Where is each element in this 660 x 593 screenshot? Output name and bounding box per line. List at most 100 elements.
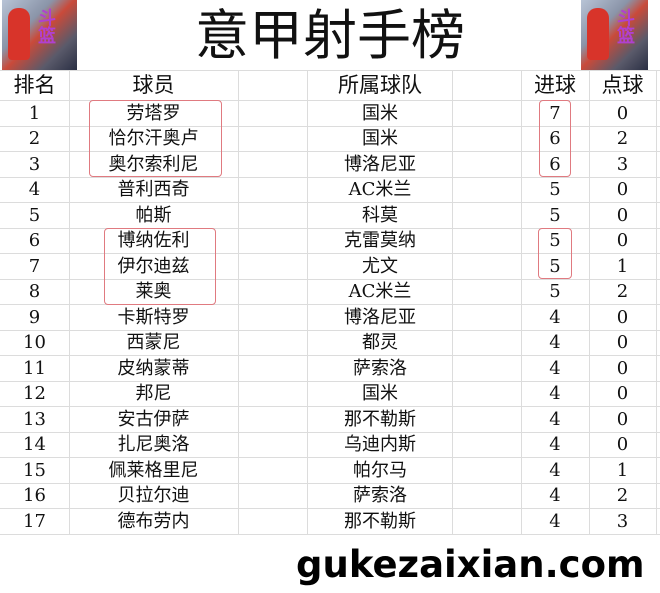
cell-player: 帕斯: [135, 204, 172, 226]
cell-team: AC米兰: [348, 179, 412, 200]
cell-player: 扎尼奥洛: [117, 434, 190, 455]
watermark: gukezaixian.com: [296, 543, 645, 586]
cell-player: 卡斯特罗: [117, 306, 190, 328]
cell-team: 国米: [362, 383, 398, 404]
cell-player: 博纳佐利: [117, 230, 190, 251]
cell-rank: 7: [28, 255, 41, 277]
highlight-box-top3-players: [89, 100, 222, 177]
grid-vline: [307, 70, 308, 534]
grid-hline: [0, 202, 660, 203]
grid-vline: [69, 70, 70, 534]
cell-player: 劳塔罗: [126, 102, 181, 124]
page-title: 意甲射手榜: [80, 0, 580, 70]
cell-penalties: 0: [616, 306, 629, 328]
cell-goals: 5: [549, 230, 561, 251]
grid-hline: [0, 508, 660, 509]
cell-goals: 4: [549, 357, 561, 379]
grid-hline: [0, 329, 660, 331]
cell-player: 皮纳蒙蒂: [117, 357, 190, 379]
cell-goals: 4: [549, 306, 561, 328]
cell-team: 国米: [362, 102, 398, 124]
cell-rank: 12: [23, 383, 46, 404]
cell-team: 尤文: [362, 255, 398, 277]
cell-goals: 5: [549, 179, 561, 200]
cell-rank: 13: [23, 408, 46, 430]
cell-rank: 9: [28, 306, 41, 328]
cell-player: 佩莱格里尼: [108, 459, 199, 481]
cell-rank: 8: [28, 281, 41, 302]
grid-hline: [0, 482, 660, 484]
cell-goals: 4: [549, 408, 561, 430]
grid-hline: [0, 278, 660, 280]
cell-player: 普利西奇: [117, 179, 190, 200]
cell-penalties: 0: [616, 179, 629, 200]
cell-penalties: 3: [616, 153, 629, 175]
cell-player: 邦尼: [135, 383, 172, 404]
grid-hline: [0, 176, 660, 178]
cell-team: 都灵: [362, 332, 398, 353]
grid-hline: [0, 355, 660, 356]
cell-rank: 14: [23, 434, 46, 455]
grid-vline: [238, 70, 239, 534]
cell-player: 伊尔迪兹: [117, 255, 190, 277]
cell-goals: 4: [549, 332, 561, 353]
header-player: 球员: [132, 73, 175, 97]
highlight-box-top3-goals: [539, 100, 571, 177]
cell-penalties: 0: [616, 102, 629, 124]
player-figure-icon: [587, 8, 609, 60]
grid-hline: [0, 406, 660, 407]
cell-team: 萨索洛: [353, 485, 407, 506]
grid-hline: [0, 304, 660, 305]
grid-vline: [521, 70, 522, 534]
cell-rank: 1: [28, 102, 41, 124]
cell-goals: 5: [549, 281, 561, 302]
cell-goals: 4: [549, 459, 561, 481]
cell-rank: 4: [28, 179, 41, 200]
cell-player: 西蒙尼: [126, 332, 181, 353]
cell-penalties: 2: [616, 281, 629, 302]
cell-team: 科莫: [362, 204, 398, 226]
cell-goals: 4: [549, 510, 561, 532]
cell-penalties: 0: [616, 383, 629, 404]
cell-goals: 4: [549, 434, 561, 455]
cell-penalties: 2: [616, 485, 629, 506]
header-team: 所属球队: [338, 73, 422, 97]
cell-player: 安古伊萨: [117, 408, 190, 430]
grid-vline: [452, 70, 453, 534]
cell-player: 莱奥: [135, 281, 172, 302]
cell-penalties: 0: [616, 357, 629, 379]
grid-hline: [0, 253, 660, 254]
grid-hline: [0, 533, 660, 535]
cell-team: 帕尔马: [353, 459, 407, 481]
cell-penalties: 0: [616, 332, 629, 353]
cell-rank: 2: [28, 128, 41, 149]
cell-team: 国米: [362, 128, 398, 149]
player-figure-icon: [8, 8, 30, 60]
image-caption: 斗篮: [614, 8, 635, 44]
header-rank: 排名: [13, 73, 56, 97]
cell-goals: 6: [549, 153, 561, 175]
cartoon-image-right: 斗篮: [581, 0, 648, 70]
grid-hline: [0, 151, 660, 152]
grid-hline: [0, 457, 660, 458]
header-penalties: 点球: [601, 73, 644, 97]
cartoon-image-left: 斗篮: [2, 0, 77, 70]
highlight-box-goals-6-7: [538, 228, 572, 279]
cell-penalties: 1: [616, 459, 629, 481]
cell-team: 乌迪内斯: [344, 434, 416, 455]
grid-vline: [656, 70, 657, 534]
cell-penalties: 2: [616, 128, 629, 149]
cell-rank: 17: [23, 510, 46, 532]
cell-goals: 5: [549, 204, 561, 226]
grid-vline: [589, 70, 590, 534]
cell-team: 克雷莫纳: [344, 230, 416, 251]
cell-player: 奥尔索利尼: [108, 153, 199, 175]
cell-goals: 4: [549, 485, 561, 506]
cell-penalties: 1: [616, 255, 629, 277]
grid-hline: [0, 100, 660, 101]
cell-player: 恰尔汗奥卢: [108, 128, 199, 149]
cell-team: 博洛尼亚: [344, 153, 416, 175]
cell-goals: 7: [549, 102, 561, 124]
cell-rank: 16: [23, 485, 46, 506]
